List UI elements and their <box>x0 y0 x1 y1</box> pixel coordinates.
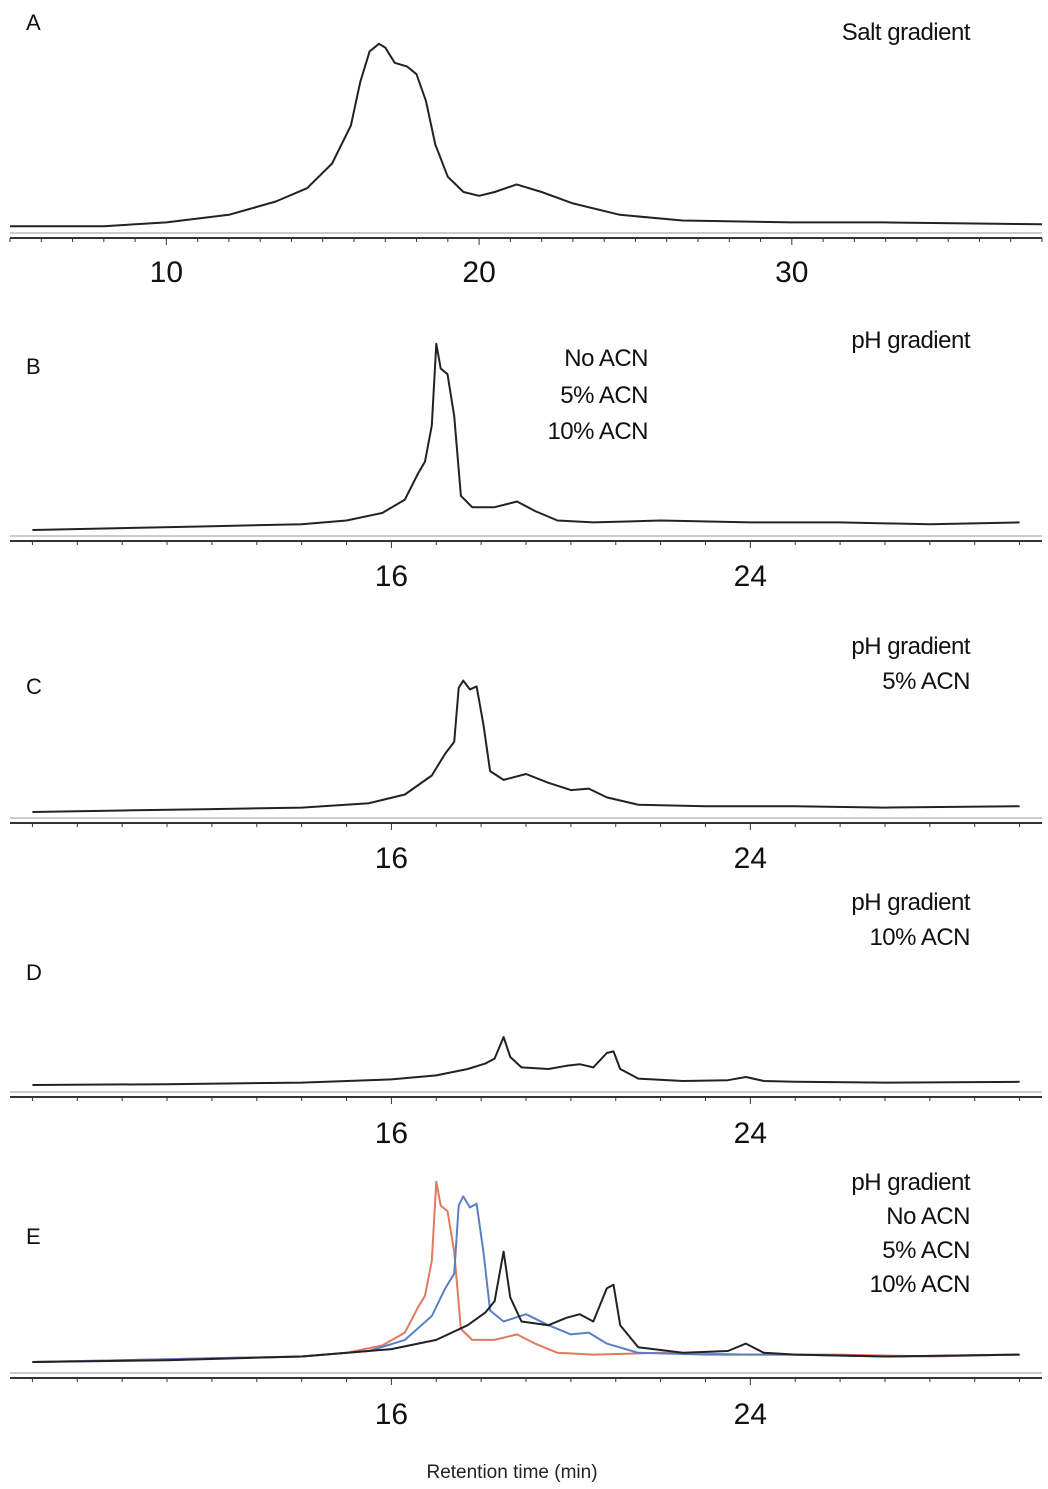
x-axis-label: Retention time (min) <box>426 1462 597 1483</box>
series-line-10-acn <box>32 1250 1020 1363</box>
condition-label: Salt gradient <box>842 19 971 46</box>
condition-label: No ACN <box>564 345 648 372</box>
condition-label: pH gradient <box>851 327 970 354</box>
tick-label: 20 <box>462 256 495 289</box>
panel-e: E 16 24 pH gradient No ACN 5% ACN 10% ACN <box>10 1169 1042 1431</box>
chart-panels: A 10 20 30 Salt gradient B 16 24 pH gradient No A… <box>9 10 1043 1431</box>
tick-label: 24 <box>734 1117 767 1150</box>
condition-label: 10% ACN <box>869 924 970 951</box>
tick-label: 24 <box>734 842 767 875</box>
panel-b: B 16 24 pH gradient No ACN 5% ACN 10% ACN <box>10 327 1042 593</box>
panel-letter: C <box>26 674 42 699</box>
tick-label: 24 <box>734 560 767 593</box>
series-line-0 <box>32 1036 1020 1086</box>
series-line-0 <box>10 42 1043 228</box>
tick-label: 24 <box>734 1398 767 1431</box>
condition-label: 5% ACN <box>560 382 648 409</box>
tick-label: 16 <box>375 1117 408 1150</box>
condition-label: pH gradient <box>851 889 970 916</box>
panel-c: C 16 24 pH gradient 5% ACN <box>10 633 1042 875</box>
panel-a: A 10 20 30 Salt gradient <box>9 10 1043 289</box>
condition-label: 10% ACN <box>869 1271 970 1298</box>
condition-label: No ACN <box>886 1203 970 1230</box>
panel-letter: D <box>26 960 42 985</box>
tick-label: 16 <box>375 842 408 875</box>
panel-letter: A <box>26 10 41 35</box>
tick-label: 16 <box>375 1398 408 1431</box>
condition-label: 5% ACN <box>882 668 970 695</box>
series-line-5-acn <box>32 1195 1020 1363</box>
condition-label: 5% ACN <box>882 1237 970 1264</box>
tick-label: 16 <box>375 560 408 593</box>
series-line-0 <box>32 342 1020 531</box>
series-line-0 <box>32 679 1020 813</box>
condition-label: pH gradient <box>851 633 970 660</box>
tick-label: 30 <box>775 256 808 289</box>
panel-d: D 16 24 pH gradient 10% ACN <box>10 889 1042 1150</box>
condition-label: pH gradient <box>851 1169 970 1196</box>
tick-label: 10 <box>150 256 183 289</box>
panel-letter: E <box>26 1224 41 1249</box>
panel-letter: B <box>26 354 41 379</box>
condition-label: 10% ACN <box>547 418 648 445</box>
